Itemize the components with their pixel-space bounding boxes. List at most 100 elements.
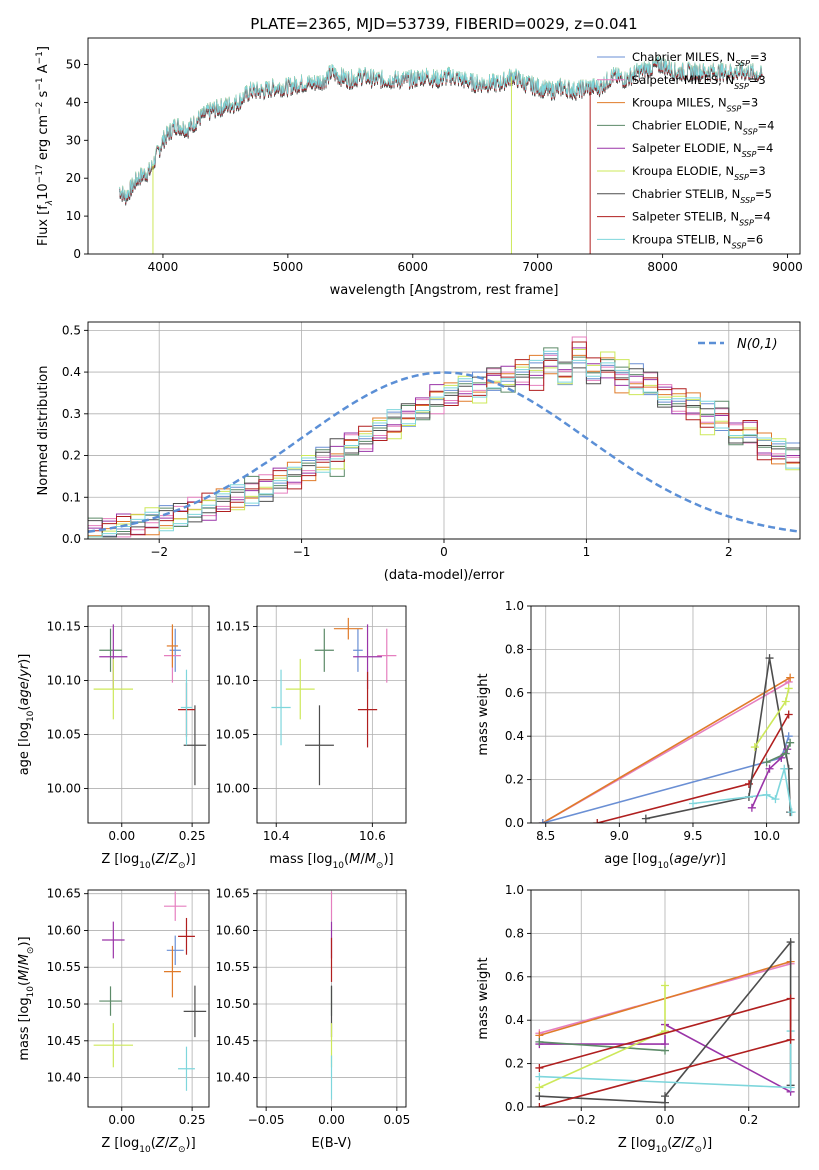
weight-marker [538, 819, 547, 823]
weight-marker [784, 684, 793, 693]
label-part: ⊙ [26, 947, 36, 955]
weight-marker [786, 1083, 795, 1092]
label-part: Salpeter STELIB, N [632, 210, 739, 224]
label-part: ⊙ [694, 1145, 702, 1155]
axes-frame [87, 605, 210, 824]
legend-label: Chabrier ELODIE, NSSP=4 [632, 118, 774, 136]
y-axis-label: mass weight [476, 957, 491, 1039]
y-tick-label: 10.40 [47, 1071, 81, 1085]
y-tick-label: 0.3 [62, 407, 81, 421]
x-tick-label: 0.25 [179, 1113, 206, 1127]
x-tick-label: 10.6 [359, 829, 386, 843]
x-tick-label: 0.00 [318, 1113, 345, 1127]
label-part: λ [45, 200, 55, 206]
y-tick-label: 30 [66, 133, 81, 147]
weight-line [539, 985, 666, 1089]
label-part: 10 [139, 1145, 151, 1155]
label-part: )] [17, 654, 32, 664]
y-tick-label: 10.45 [47, 1034, 81, 1048]
x-tick-label: 1 [583, 545, 591, 559]
panel-spectrum: 4000 5000 6000 7000 8000 9000 0 10 20 30 40 50 wavel… [35, 37, 803, 298]
label-part: SSP [735, 59, 750, 68]
weight-marker [786, 673, 795, 682]
y-tick-label: 10.00 [47, 781, 81, 795]
label-part: −2 [35, 102, 45, 115]
y-tick-label: 0.8 [505, 926, 524, 940]
panel-residuals: −2 −1 0 1 2 0.0 0.1 0.2 0.3 0.4 0.5 N(0,1) (data-mod… [36, 321, 801, 583]
x-axis-label: Z [log10(Z/Z⊙)] [101, 852, 195, 871]
weight-line [542, 676, 791, 823]
x-axis-label: E(B-V) [311, 1136, 351, 1151]
legend-label: Chabrier MILES, NSSP=3 [632, 50, 767, 68]
histogram-steps [88, 341, 800, 536]
legend-label: Salpeter ELODIE, NSSP=4 [632, 141, 773, 159]
axes-frame [87, 889, 210, 1108]
y-tick-label: 0.4 [505, 729, 524, 743]
label-part: =3 [750, 50, 767, 64]
weight-marker [535, 1063, 544, 1072]
y-tick-label: 0.0 [62, 532, 81, 546]
y-tick-label: 10.05 [216, 727, 250, 741]
y-tick-label: 0.1 [62, 490, 81, 504]
label-part: =4 [756, 141, 773, 155]
label-part: =5 [755, 187, 772, 201]
label-part: )] [17, 936, 32, 946]
panel-age_vs_mass: 10.4 10.6 10.00 10.05 10.10 10.15 mass [log10(… [216, 605, 407, 871]
weight-marker [781, 697, 790, 706]
label-part: =4 [758, 118, 775, 132]
axes-frame [530, 605, 800, 824]
x-axis-label: age [log10(age/yr)] [604, 852, 726, 871]
label-part: Chabrier STELIB, N [632, 187, 740, 201]
panel-weight_vs_Z: −0.2 0.0 0.20.00.20.40.60.81.0Z [log10(Z/Z… [476, 883, 800, 1155]
weight-marker [784, 732, 793, 741]
y-tick-label: 10.50 [216, 997, 250, 1011]
label-part: / [17, 676, 32, 681]
label-part: Z [155, 852, 166, 867]
x-axis-label: mass [log10(M/M⊙)] [269, 852, 393, 871]
y-tick-label: 10.40 [216, 1071, 250, 1085]
plot-area [93, 624, 207, 786]
x-axis-label: Z [log10(Z/Z⊙)] [101, 1136, 195, 1155]
x-tick-label: −1 [293, 545, 311, 559]
label-part: ⊙ [178, 861, 186, 871]
x-tick-label: 8000 [647, 260, 678, 274]
y-tick-label: 0.6 [505, 686, 524, 700]
plot-area [535, 938, 795, 1107]
y-tick-label: 10.15 [47, 620, 81, 634]
plot-area [538, 654, 796, 823]
y-tick-label: 0.6 [505, 970, 524, 984]
normal-curve [88, 371, 800, 533]
x-tick-label: 0 [440, 545, 448, 559]
y-tick-label: 0.4 [505, 1013, 524, 1027]
label-part: Z [log [618, 1136, 656, 1151]
weight-marker [747, 803, 756, 812]
label-part: 10 [139, 861, 151, 871]
x-axis-label: Z [log10(Z/Z⊙)] [618, 1136, 712, 1155]
y-axis-label: Normed distribution [36, 366, 51, 496]
label-part: Z [168, 1136, 179, 1151]
y-tick-label: 40 [66, 95, 81, 109]
label-part: SSP [727, 104, 742, 113]
label-part: ( [17, 706, 32, 711]
label-part: SSP [732, 241, 747, 250]
label-part: −1 [35, 77, 45, 90]
legend-label: Salpeter STELIB, NSSP=4 [632, 210, 771, 228]
x-tick-label: 9.5 [683, 829, 702, 843]
x-tick-label: 10.4 [263, 829, 290, 843]
weight-marker [750, 743, 759, 752]
y-tick-label: 20 [66, 171, 81, 185]
label-part: M [17, 954, 32, 965]
label-part: M [17, 970, 32, 981]
x-tick-label: 10.0 [753, 829, 780, 843]
x-tick-label: −0.05 [248, 1113, 285, 1127]
x-axis-label: (data-model)/error [384, 568, 505, 583]
y-tick-label: 10.00 [216, 781, 250, 795]
y-tick-label: 1.0 [505, 599, 524, 613]
label-part: )] [716, 852, 726, 867]
x-tick-label: 9.0 [610, 829, 629, 843]
label-part: −17 [35, 164, 45, 183]
y-tick-label: 10.10 [216, 673, 250, 687]
label-part: ( [151, 852, 156, 867]
x-tick-label: 9000 [772, 260, 803, 274]
y-axis-label: age [log10(age/yr)] [17, 654, 36, 776]
